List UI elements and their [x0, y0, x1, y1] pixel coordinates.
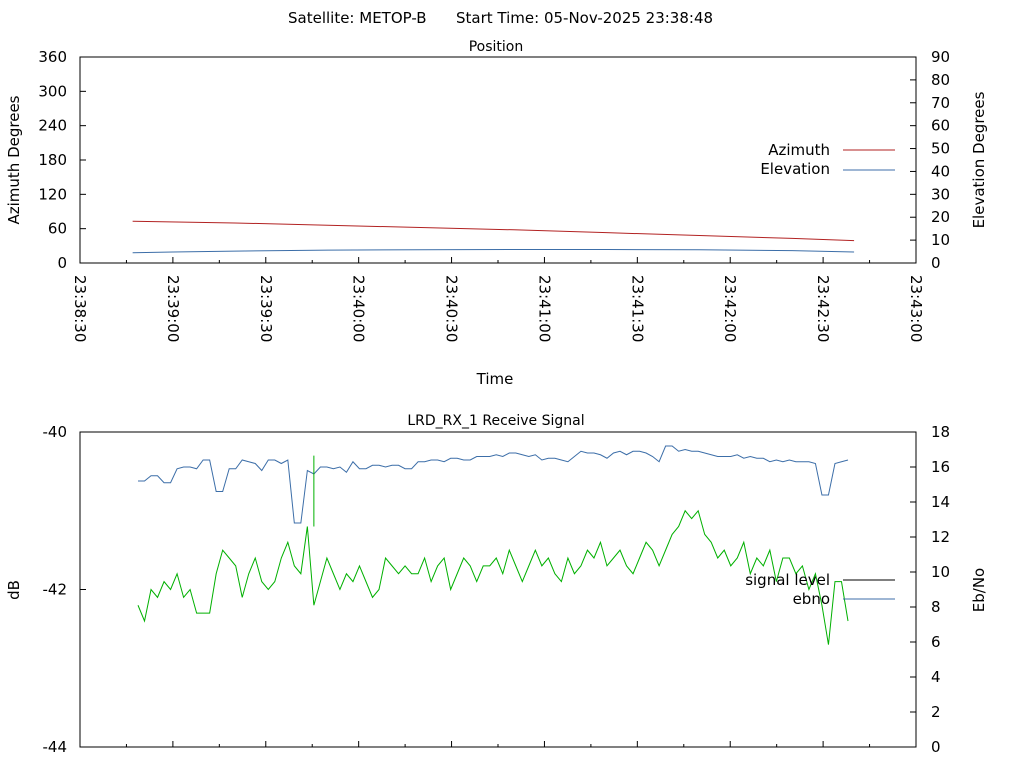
azimuth-series-line: [132, 220, 855, 242]
ebno-series-line: [138, 445, 849, 524]
elevation-axis-label: Elevation Degrees: [970, 91, 988, 228]
time-tick-label: 23:40:00: [350, 275, 368, 342]
receive-signal-chart-title: LRD_RX_1 Receive Signal: [407, 413, 584, 429]
time-tick-label: 23:40:30: [443, 275, 461, 342]
elevation-series-line: [132, 248, 855, 254]
receive-plot-frame: [79, 431, 917, 748]
elevation-tick-label: 0: [931, 254, 941, 272]
db-tick-label: -42: [43, 581, 68, 599]
ebno-tick-label: 14: [931, 493, 950, 511]
elevation-tick-label: 40: [931, 162, 950, 180]
elevation-tick-label: 60: [931, 117, 950, 135]
ebno-tick-label: 8: [931, 598, 941, 616]
time-tick-label: 23:43:00: [907, 275, 925, 342]
time-tick-label: 23:42:00: [721, 275, 739, 342]
elevation-tick-label: 50: [931, 140, 950, 158]
ebno-tick-label: 12: [931, 528, 950, 546]
legend-signal-level-label: signal level: [745, 571, 830, 589]
time-tick-label: 23:39:30: [257, 275, 275, 342]
time-tick-label: 23:41:30: [628, 275, 646, 342]
time-tick-label: 23:41:00: [535, 275, 553, 342]
azimuth-tick-label: 300: [38, 82, 67, 100]
position-chart-title: Position: [469, 39, 524, 55]
azimuth-tick-label: 360: [38, 48, 67, 66]
start-time-label: Start Time: 05-Nov-2025 23:38:48: [456, 9, 713, 27]
legend-elevation-label: Elevation: [760, 160, 830, 178]
azimuth-tick-label: 180: [38, 151, 67, 169]
position-chart: Position Azimuth Degrees Elevation Degre…: [5, 39, 988, 388]
db-tick-label: -44: [43, 738, 68, 756]
elevation-tick-label: 10: [931, 231, 950, 249]
receive-signal-chart: LRD_RX_1 Receive Signal dB Eb/No -40 -42 -…: [5, 413, 988, 756]
ebno-tick-label: 10: [931, 563, 950, 581]
time-tick-label: 23:39:00: [164, 275, 182, 342]
time-tick-label: 23:38:30: [71, 275, 89, 342]
azimuth-axis-label: Azimuth Degrees: [5, 95, 23, 224]
position-legend: Azimuth Elevation: [760, 141, 895, 178]
time-tick-label: 23:42:30: [814, 275, 832, 342]
azimuth-tick-label: 120: [38, 185, 67, 203]
azimuth-tick-label: 240: [38, 117, 67, 135]
ebno-tick-label: 2: [931, 703, 941, 721]
ebno-tick-label: 6: [931, 633, 941, 651]
azimuth-tick-label: 0: [57, 254, 67, 272]
elevation-tick-label: 80: [931, 71, 950, 89]
legend-azimuth-label: Azimuth: [768, 141, 830, 159]
signal-level-series-line: [137, 509, 849, 645]
elevation-tick-label: 20: [931, 208, 950, 226]
ebno-axis-label: Eb/No: [970, 568, 988, 612]
db-axis-label: dB: [5, 580, 23, 600]
legend-ebno-label: ebno: [793, 590, 830, 608]
elevation-tick-label: 90: [931, 48, 950, 66]
receive-legend: signal level ebno: [745, 571, 895, 608]
ebno-tick-label: 18: [931, 423, 950, 441]
azimuth-tick-label: 60: [48, 220, 67, 238]
ebno-tick-label: 0: [931, 738, 941, 756]
time-axis-label: Time: [476, 370, 514, 388]
elevation-tick-label: 70: [931, 94, 950, 112]
ebno-tick-label: 16: [931, 458, 950, 476]
ebno-tick-label: 4: [931, 668, 941, 686]
elevation-tick-label: 30: [931, 185, 950, 203]
db-tick-label: -40: [43, 423, 68, 441]
satellite-label: Satellite: METOP-B: [288, 9, 427, 27]
